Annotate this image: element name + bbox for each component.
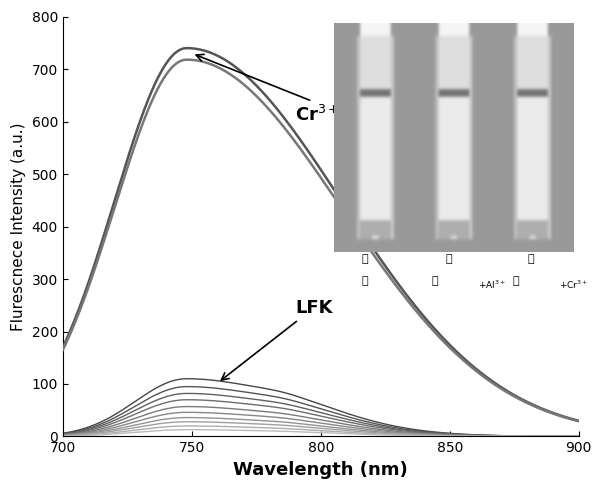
Text: LFK: LFK: [221, 299, 332, 380]
X-axis label: Wavelength (nm): Wavelength (nm): [233, 461, 408, 479]
Text: Cr$^{3+}$、Al$^{3+}$: Cr$^{3+}$、Al$^{3+}$: [196, 54, 393, 123]
Y-axis label: Flurescnece Intensity (a.u.): Flurescnece Intensity (a.u.): [11, 122, 26, 331]
